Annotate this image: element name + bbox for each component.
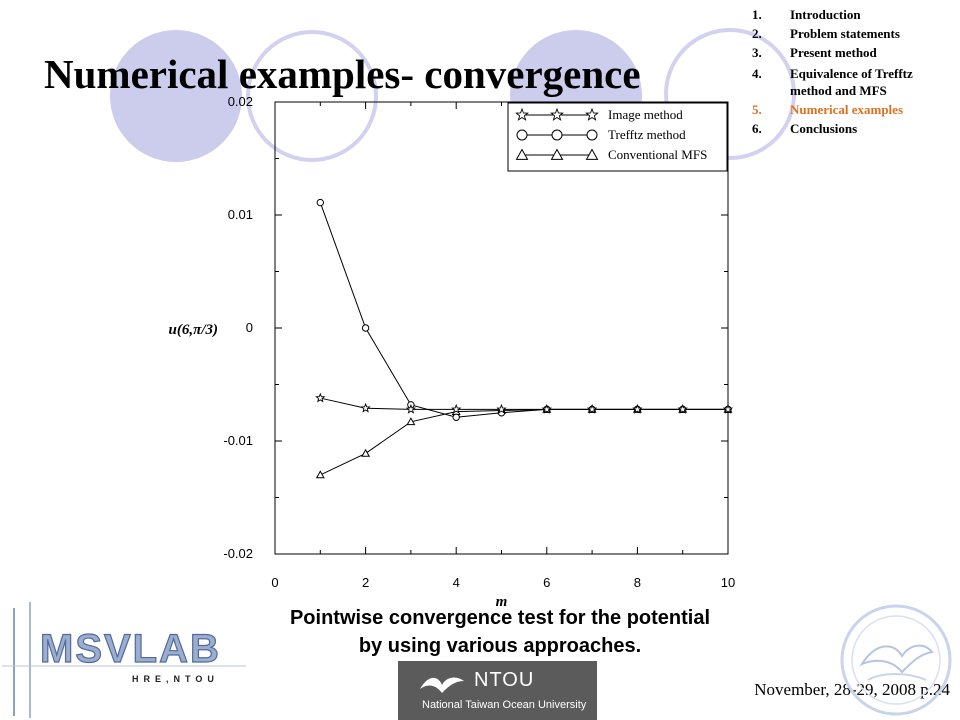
- data-point: [586, 403, 598, 414]
- msvlab-logo: MSVLAB HRE,NTOU: [2, 602, 246, 718]
- table-of-contents: 1. Introduction 2. Problem statements 3. Pr…: [752, 6, 950, 139]
- toc-item: 1. Introduction: [752, 7, 861, 22]
- legend-marker: [515, 107, 529, 121]
- x-tick-label: 10: [721, 575, 735, 590]
- x-tick-label: 0: [271, 575, 278, 590]
- legend-box: [507, 102, 728, 172]
- data-point: [316, 198, 324, 207]
- svg-text:HRE,NTOU: HRE,NTOU: [132, 674, 219, 684]
- legend-marker: [586, 129, 598, 141]
- legend-label: Trefftz method: [608, 127, 686, 142]
- university-seal-icon: [840, 604, 952, 716]
- y-tick-label: 0: [246, 320, 253, 335]
- data-point: [315, 470, 325, 479]
- legend-marker: [550, 148, 564, 160]
- data-point: [361, 324, 370, 332]
- ntou-banner: NTOU National Taiwan Ocean University: [398, 661, 597, 720]
- legend-marker: [551, 129, 563, 141]
- legend-marker: [516, 129, 528, 141]
- data-point: [361, 448, 371, 457]
- y-tick-label: -0.01: [223, 433, 253, 448]
- legend-marker: [515, 148, 529, 160]
- legend-label: Conventional MFS: [608, 147, 707, 162]
- x-tick-label: 6: [543, 575, 550, 590]
- x-tick-label: 2: [362, 575, 369, 590]
- toc-item: 6. Conclusions: [752, 121, 858, 136]
- toc-item: 3. Present method: [752, 45, 877, 60]
- decor-circle: [246, 30, 378, 162]
- series-line: [320, 397, 728, 410]
- data-point: [406, 417, 416, 426]
- data-point: [541, 403, 552, 414]
- data-point: [632, 403, 643, 414]
- svg-text:MSVLAB: MSVLAB: [40, 627, 221, 671]
- legend-marker: [550, 107, 564, 121]
- figure-caption: Pointwise convergence test for the poten…: [250, 604, 750, 660]
- y-tick-label: -0.02: [223, 546, 253, 561]
- toc-item-active: 5. Numerical examples: [752, 102, 904, 117]
- data-point: [451, 403, 462, 414]
- ntou-full-name: National Taiwan Ocean University: [422, 699, 587, 711]
- y-tick-label: 0.01: [228, 207, 253, 222]
- data-point: [722, 403, 734, 414]
- legend-marker: [585, 107, 599, 121]
- x-tick-label: 8: [634, 575, 641, 590]
- toc-item: 4. Equivalence of Trefftz method and MFS: [752, 66, 913, 98]
- data-point: [360, 402, 371, 413]
- data-point: [405, 403, 417, 414]
- caption-line: Pointwise convergence test for the poten…: [289, 607, 711, 629]
- x-axis-label: m: [496, 594, 508, 610]
- legend-marker: [585, 148, 599, 160]
- x-tick-label: 4: [453, 575, 460, 590]
- caption-line: by using various approaches.: [358, 635, 642, 657]
- series-line: [319, 202, 728, 418]
- legend-label: Image method: [608, 107, 683, 122]
- y-axis-label: u(6,π/3): [169, 322, 218, 338]
- ntou-wave-icon: [420, 677, 464, 693]
- ntou-abbr: NTOU: [474, 669, 535, 691]
- series-line: [320, 408, 728, 476]
- data-point: [315, 392, 326, 403]
- data-point: [496, 403, 507, 414]
- slide-title: Numerical examples- convergence: [44, 51, 641, 97]
- y-tick-label: 0.02: [228, 94, 253, 109]
- decor-circle: [110, 30, 242, 162]
- toc-item: 2. Problem statements: [752, 26, 900, 41]
- decor-circle: [664, 28, 796, 160]
- data-point: [677, 403, 688, 414]
- data-point: [452, 413, 460, 421]
